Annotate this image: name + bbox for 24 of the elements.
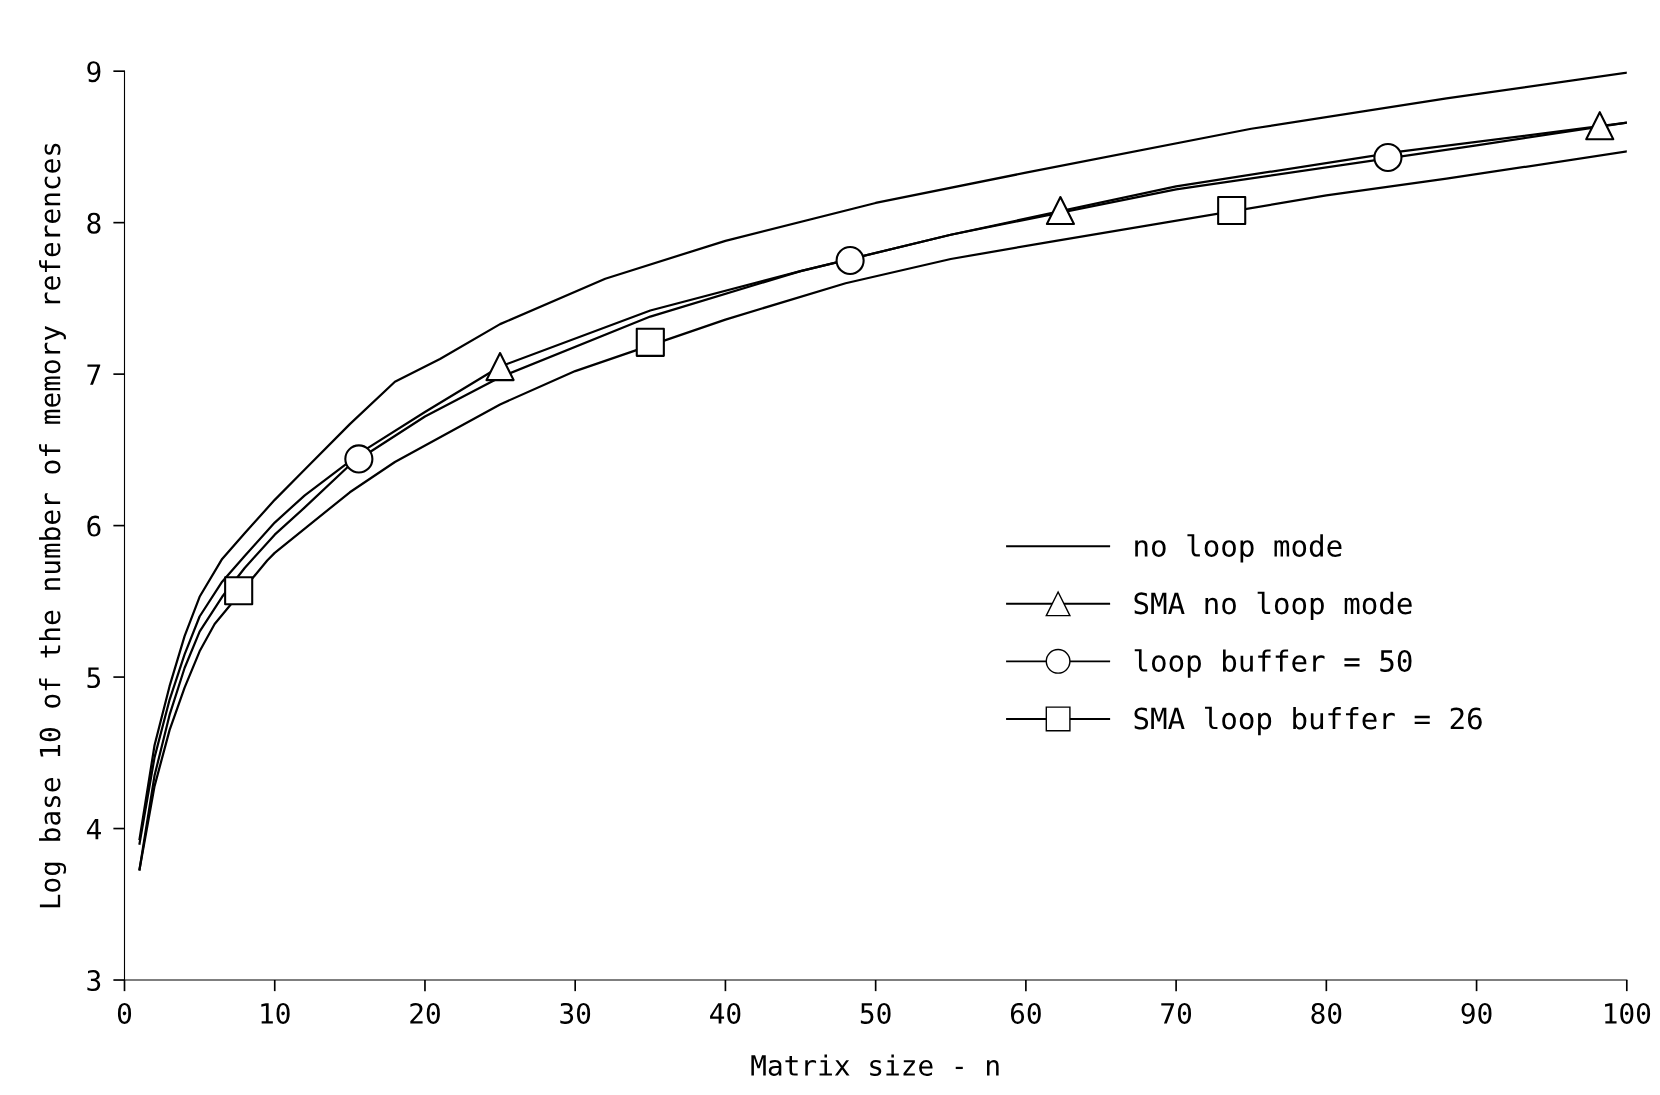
legend-label: SMA loop buffer = 26: [1134, 706, 1482, 736]
x-tick-label: 20: [410, 1002, 440, 1024]
y-tick-label: 4: [86, 818, 101, 840]
y-tick-label: 8: [87, 212, 101, 234]
y-tick-label: 6: [87, 515, 101, 537]
x-axis-title: Matrix size - n: [751, 1054, 999, 1076]
y-tick-label: 5: [87, 667, 101, 689]
y-tick-label: 9: [87, 61, 101, 83]
x-tick-label: 30: [560, 1002, 591, 1024]
x-tick-label: 100: [1605, 1002, 1651, 1024]
legend-label: no loop mode: [1135, 534, 1342, 563]
x-tick-label: 80: [1311, 1002, 1342, 1024]
y-tick-label: 7: [87, 364, 101, 385]
legend-label: loop buffer = 50: [1134, 649, 1412, 678]
x-tick-label: 40: [710, 1002, 741, 1024]
x-tick-label: 0: [117, 1002, 132, 1024]
x-tick-label: 70: [1161, 1002, 1192, 1024]
x-tick-label: 10: [261, 1002, 290, 1024]
x-tick-label: 60: [1010, 1002, 1041, 1024]
x-tick-label: 50: [860, 1002, 891, 1024]
y-tick-label: 3: [87, 970, 101, 992]
x-tick-label: 90: [1461, 1002, 1492, 1024]
legend-label: SMA no loop mode: [1134, 591, 1412, 621]
y-axis-title: Log base 10 of the number of memory references: [39, 143, 67, 908]
